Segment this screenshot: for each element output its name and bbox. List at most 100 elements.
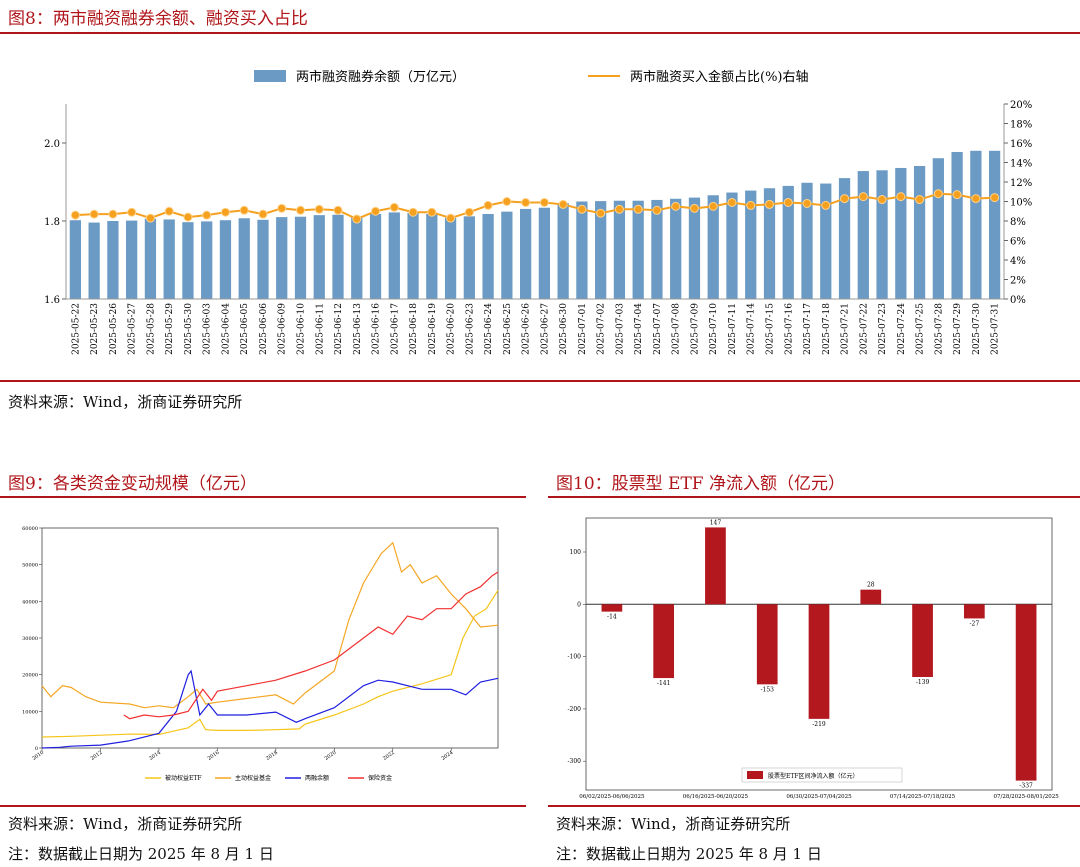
fig8-ratio-point [239, 205, 249, 215]
fig8-left-tick-label: 2.0 [44, 139, 60, 150]
fig8-x-tick-label: 2025-06-13 [353, 303, 363, 355]
fig10-value-label: -153 [760, 686, 774, 693]
fig8-bar [688, 197, 701, 299]
fig8-ratio-point [821, 200, 831, 210]
fig9-x-tick-label: 2016 [207, 750, 221, 762]
fig8-x-tick-label: 2025-06-30 [559, 303, 569, 355]
fig8-x-tick-label: 2025-07-04 [634, 303, 644, 355]
fig8-x-tick-label: 2025-06-25 [503, 303, 513, 355]
fig8-ratio-point [933, 189, 943, 199]
fig10-x-tick-label: 06/30/2025-07/04/2025 [786, 794, 852, 800]
fig8-x-tick-label: 2025-06-27 [540, 303, 550, 355]
fig8-bar [294, 216, 307, 299]
fig8-right-tick-label: 16% [1010, 139, 1032, 150]
fig9-y-tick-label: 0 [35, 746, 38, 752]
fig8-ratio-point [727, 197, 737, 207]
fig8-ratio-point [915, 195, 925, 205]
fig8-left-tick-label: 1.8 [44, 217, 60, 228]
fig8-ratio-point [446, 213, 456, 223]
fig8-bar [463, 216, 475, 299]
fig8-bar [613, 200, 626, 299]
fig8-ratio-point [783, 197, 793, 207]
fig9-x-tick-label: 2010 [31, 750, 45, 762]
fig10-value-label: 28 [867, 582, 875, 589]
fig8-bar [538, 207, 551, 299]
fig9-title: 图9：各类资金变动规模（亿元） [8, 474, 257, 494]
fig8-legend: 两市融资融券余额（万亿元） 两市融资买入金额占比(%)右轴 [254, 69, 809, 85]
fig8-bar [351, 216, 363, 299]
fig8-bar [444, 217, 457, 299]
fig8-x-tick-label: 2025-06-16 [372, 303, 382, 355]
fig8-x-tick-label: 2025-07-11 [728, 303, 738, 355]
fig9-y-tick-label: 10000 [22, 709, 38, 715]
fig10-title-rule [548, 496, 1080, 498]
fig8-ratio-point [483, 200, 493, 210]
fig8-x-tick-label: 2025-07-25 [916, 303, 926, 355]
fig8-ratio-point [671, 201, 681, 211]
fig8-bar [144, 218, 157, 299]
fig8-bar [238, 218, 250, 299]
fig9-x-tick-label: 2018 [265, 750, 279, 762]
fig8-x-tick-label: 2025-07-16 [784, 303, 794, 355]
fig8-x-tick-label: 2025-07-24 [897, 303, 907, 355]
fig8-x-tick-label: 2025-06-26 [522, 303, 532, 355]
fig8-right-tick-label: 20% [1010, 100, 1032, 111]
fig8-bar [970, 150, 982, 299]
fig10-bar [1015, 604, 1037, 781]
fig8-x-tick-label: 2025-07-03 [615, 303, 625, 355]
fig8-x-tick-label: 2025-07-08 [672, 303, 682, 355]
fig8-ratio-point [952, 190, 962, 200]
fig8-bar [595, 201, 607, 299]
fig8-x-tick-label: 2025-05-23 [90, 303, 100, 355]
fig8-x-tick-label: 2025-06-03 [203, 303, 213, 355]
fig8-x-tick-label: 2025-06-20 [447, 303, 457, 355]
fig8-bar [557, 203, 569, 299]
fig8-right-tick-label: 12% [1010, 178, 1032, 189]
fig8-ratio-point [145, 213, 155, 223]
fig10-value-label: -337 [1019, 783, 1033, 790]
fig9-legend-label: 被动权益ETF [165, 774, 202, 782]
fig8-bar [726, 192, 738, 299]
fig8-ratio-point [652, 205, 662, 215]
fig8-ratio-point [108, 209, 118, 219]
fig9-legend-label: 两融余额 [305, 774, 329, 782]
fig9-x-tick-label: 2014 [148, 750, 162, 762]
fig10-x-tick-label: 06/02/2025-06/06/2025 [579, 794, 645, 800]
fig8-right-tick-label: 6% [1010, 237, 1026, 248]
fig8-title: 图8：两市融资融券余额、融资买入占比 [8, 9, 308, 29]
fig8-bar [857, 171, 869, 299]
fig8-legend-line-label: 两市融资买入金额占比(%)右轴 [630, 69, 809, 85]
fig8-title-rule [0, 32, 1080, 34]
fig8-x-tick-label: 2025-06-23 [465, 303, 475, 355]
fig10-value-label: -14 [607, 614, 617, 621]
fig8-ratio-point [971, 194, 981, 204]
fig10-bar [860, 589, 882, 605]
fig8-x-tick-label: 2025-05-28 [146, 303, 156, 355]
fig9-x-tick-label: 2024 [441, 750, 455, 762]
fig9-bottom-rule [0, 805, 526, 807]
fig8-bar [707, 195, 719, 299]
fig10-bar [808, 604, 830, 719]
fig9-source: 资料来源：Wind，浙商证券研究所 [8, 815, 243, 833]
fig8-x-tick-label: 2025-07-21 [841, 303, 851, 355]
fig8-bar [988, 150, 1001, 299]
fig8-bar [332, 214, 344, 299]
fig8-ratio-point [220, 207, 230, 217]
fig10-legend-box [741, 767, 903, 783]
fig8-bar [651, 199, 663, 299]
fig8-bar [407, 212, 419, 299]
fig10-bar [653, 604, 675, 679]
fig8-bar [482, 213, 494, 299]
fig8-ratio-point [614, 204, 624, 214]
fig8-left-tick-label: 1.6 [44, 295, 60, 306]
fig8-ratio-point [408, 207, 418, 217]
fig8-bar [369, 213, 382, 299]
fig8-x-tick-label: 2025-06-12 [334, 303, 344, 355]
fig8-bar [876, 170, 888, 299]
fig10-bar [963, 604, 985, 619]
fig9-title-rule [0, 496, 526, 498]
fig8-right-tick-label: 10% [1010, 198, 1032, 209]
fig8-bar [88, 222, 100, 299]
fig8-x-tick-label: 2025-06-06 [259, 303, 269, 355]
fig8-bar [782, 185, 794, 299]
